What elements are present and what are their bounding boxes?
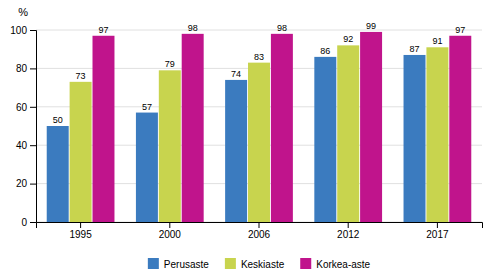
data-label: 74 xyxy=(231,69,241,79)
data-label: 99 xyxy=(366,21,376,31)
legend-label: Keskiaste xyxy=(241,259,285,270)
data-label: 98 xyxy=(188,23,198,33)
bar xyxy=(248,63,270,222)
y-tick-mark xyxy=(30,184,36,185)
y-tick-label: 80 xyxy=(16,63,28,74)
y-tick: 80 xyxy=(16,63,36,74)
x-tick: 2006 xyxy=(248,222,271,240)
bar xyxy=(159,70,181,222)
bar xyxy=(449,36,471,222)
data-label: 97 xyxy=(455,25,465,35)
y-tick-mark xyxy=(30,68,36,69)
x-tick-mark xyxy=(80,222,81,228)
legend-swatch xyxy=(225,258,236,269)
bar xyxy=(426,47,448,222)
grid xyxy=(36,30,482,222)
x-tick-label: 2017 xyxy=(426,229,449,240)
y-tick: 60 xyxy=(16,102,36,113)
data-label: 57 xyxy=(142,102,152,112)
y-axis-line xyxy=(30,31,37,223)
x-tick: 1995 xyxy=(69,222,92,240)
bar-series xyxy=(93,32,472,222)
bar xyxy=(404,55,426,222)
x-tick-label: 2012 xyxy=(337,229,360,240)
bar xyxy=(93,36,115,222)
x-tick-label: 2000 xyxy=(159,229,182,240)
data-label: 92 xyxy=(343,34,353,44)
x-tick: 2017 xyxy=(426,222,449,240)
x-axis-line xyxy=(37,223,483,229)
data-label: 83 xyxy=(254,52,264,62)
legend-swatch xyxy=(300,258,311,269)
plot: 0 20 40 60 80 100 1995 2000 2006 2012 2017 50 57 74 86… xyxy=(10,21,482,240)
data-label: 86 xyxy=(320,46,330,56)
legend: Perusaste Keskiaste Korkea-aste xyxy=(148,258,371,270)
data-label: 79 xyxy=(165,59,175,69)
y-tick-label: 100 xyxy=(10,25,27,36)
y-tick: 40 xyxy=(16,140,36,151)
y-tick-mark xyxy=(30,222,36,223)
y-tick-mark xyxy=(30,30,36,31)
legend-swatch xyxy=(148,258,159,269)
legend-item: Perusaste xyxy=(148,258,209,270)
bar xyxy=(271,34,293,222)
legend-label: Korkea-aste xyxy=(316,259,370,270)
y-tick: 0 xyxy=(21,217,36,228)
x-tick: 2000 xyxy=(159,222,182,240)
bars xyxy=(47,32,472,222)
data-labels: 50 57 74 86 87 73 79 83 92 91 97 98 98 99 97 xyxy=(53,21,466,125)
data-label: 50 xyxy=(53,115,63,125)
bar xyxy=(136,113,158,222)
bar xyxy=(337,45,359,222)
bar xyxy=(314,57,336,222)
y-tick: 100 xyxy=(10,25,36,36)
x-tick-mark xyxy=(169,222,170,228)
legend-item: Korkea-aste xyxy=(300,258,370,270)
y-tick-label: 60 xyxy=(16,102,28,113)
legend-label: Perusaste xyxy=(164,259,209,270)
y-tick: 20 xyxy=(16,178,36,189)
x-tick-mark xyxy=(348,222,349,228)
y-tick-mark xyxy=(30,145,36,146)
y-tick-label: 0 xyxy=(21,217,27,228)
y-tick-label: 40 xyxy=(16,140,28,151)
data-label: 97 xyxy=(98,25,108,35)
chart: 0 20 40 60 80 100 1995 2000 2006 2012 2017 50 57 74 86… xyxy=(0,0,494,280)
legend-item: Keskiaste xyxy=(225,258,285,270)
bar xyxy=(47,126,69,222)
x-tick-label: 2006 xyxy=(248,229,271,240)
bar xyxy=(360,32,382,222)
data-label: 91 xyxy=(432,36,442,46)
y-tick-label: 20 xyxy=(16,178,28,189)
data-label: 98 xyxy=(277,23,287,33)
x-tick-mark xyxy=(259,222,260,228)
data-label: 73 xyxy=(76,71,86,81)
y-tick-mark xyxy=(30,107,36,108)
bar xyxy=(182,34,204,222)
y-axis-title: % xyxy=(18,6,28,18)
y-axis: 0 20 40 60 80 100 xyxy=(10,25,36,228)
x-tick-mark xyxy=(437,222,438,228)
x-axis: 1995 2000 2006 2012 2017 xyxy=(37,222,483,240)
bar xyxy=(225,80,247,222)
x-tick: 2012 xyxy=(337,222,360,240)
data-label: 87 xyxy=(410,44,420,54)
x-tick-label: 1995 xyxy=(69,229,92,240)
bar xyxy=(70,82,92,222)
bar-series xyxy=(70,45,449,222)
